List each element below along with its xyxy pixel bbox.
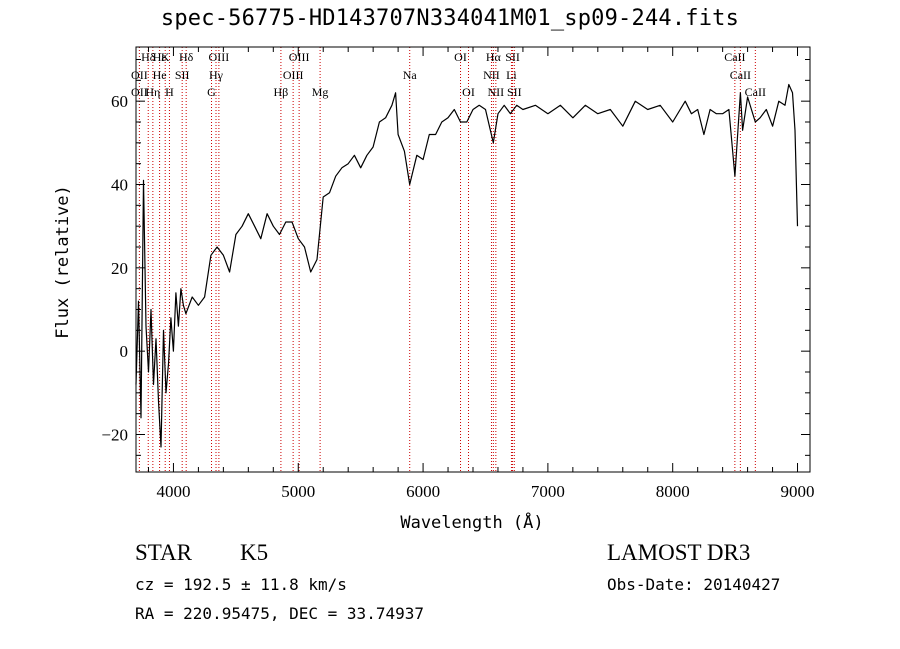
- spectral-line-label: OIII: [283, 68, 304, 82]
- spectral-line-label: Li: [506, 68, 517, 82]
- x-axis-ticks: 4000 5000 6000 7000 8000 9000: [147, 47, 815, 501]
- spectral-line-label: Mg: [312, 85, 329, 99]
- spectral-line-label: SII: [507, 85, 522, 99]
- spectral-line-label: CaII: [745, 85, 766, 99]
- spectral-line-label: SII: [175, 68, 190, 82]
- spectral-line-label: Na: [403, 68, 418, 82]
- x-tick-label: 8000: [656, 482, 690, 501]
- x-tick-label: 7000: [531, 482, 565, 501]
- spectrum-line: [135, 83, 799, 448]
- spectral-line-label: Hδ: [141, 50, 156, 64]
- y-axis-label: Flux (relative): [53, 185, 73, 339]
- y-tick-label: 0: [120, 342, 129, 361]
- survey-name: LAMOST DR3: [607, 540, 751, 565]
- spectral-line-label: OIII: [289, 50, 310, 64]
- coordinates-info: RA = 220.95475, DEC = 33.74937: [135, 604, 424, 623]
- spectral-line-label: NII: [488, 85, 505, 99]
- x-axis-label: Wavelength (Å): [400, 511, 543, 533]
- spectral-line-label: NII: [483, 68, 500, 82]
- y-tick-label: 60: [111, 92, 128, 111]
- observation-date: Obs-Date: 20140427: [607, 575, 781, 594]
- x-tick-label: 5000: [281, 482, 315, 501]
- spectral-line-label: OII: [131, 85, 148, 99]
- object-subclass: K5: [240, 540, 269, 565]
- spectral-line-markers: [138, 47, 756, 472]
- spectral-line-label: He: [153, 68, 167, 82]
- y-tick-label: 20: [111, 259, 128, 278]
- spectral-line-label: G: [207, 85, 216, 99]
- spectral-line-label: Hγ: [209, 68, 224, 82]
- y-tick-label: −20: [101, 426, 128, 445]
- object-class: STAR: [135, 540, 192, 565]
- redshift-info: cz = 192.5 ± 11.8 km/s: [135, 575, 347, 594]
- spectral-line-label: Hα: [486, 50, 502, 64]
- spectral-line-label: K: [161, 50, 170, 64]
- y-axis-ticks: −20 0 20 40 60: [101, 59, 810, 456]
- spectral-line-label: OIII: [209, 50, 230, 64]
- spectrum-series: [135, 83, 799, 448]
- spectral-line-label: H: [165, 85, 174, 99]
- spectral-line-label: OI: [462, 85, 475, 99]
- spectral-line-label: SII: [505, 50, 520, 64]
- spectral-line-label: OI: [454, 50, 467, 64]
- y-tick-label: 40: [111, 176, 128, 195]
- spectral-line-label: Hδ: [179, 50, 194, 64]
- spectral-line-label: Hη: [145, 85, 160, 99]
- chart-title: spec-56775-HD143707N334041M01_sp09-244.f…: [160, 6, 740, 31]
- spectral-line-label: OII: [131, 68, 148, 82]
- x-tick-label: 9000: [781, 482, 815, 501]
- spectral-line-label: CaII: [724, 50, 745, 64]
- spectral-line-label: CaII: [730, 68, 751, 82]
- x-tick-label: 6000: [406, 482, 440, 501]
- x-tick-label: 4000: [156, 482, 190, 501]
- spectral-line-label: Hβ: [274, 85, 289, 99]
- spectral-line-label: Hε: [153, 50, 167, 64]
